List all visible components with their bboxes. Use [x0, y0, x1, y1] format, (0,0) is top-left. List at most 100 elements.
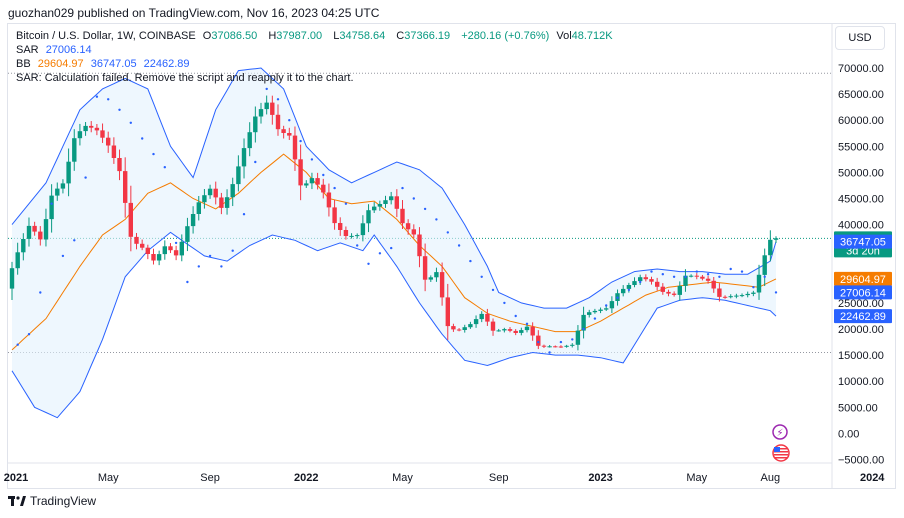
sar-value: 27006.14 — [45, 44, 92, 56]
chart-frame[interactable] — [7, 23, 896, 489]
candle-body — [89, 125, 94, 128]
sar-dot — [672, 275, 676, 278]
price-label-text: 29604.97 — [840, 274, 886, 286]
sar-dot — [605, 304, 608, 307]
sar-dot — [174, 241, 178, 245]
candle-body — [43, 219, 49, 240]
candle-body — [575, 330, 581, 345]
candle-body — [66, 161, 71, 184]
legend-low-label: L — [333, 30, 340, 42]
candle-body — [513, 330, 518, 333]
candle-body — [15, 252, 20, 269]
candle-body — [151, 254, 156, 261]
x-tick-label: 2024 — [860, 472, 885, 484]
sar-dot — [333, 186, 336, 190]
price-label-bg — [834, 285, 892, 300]
candle-body — [773, 238, 779, 240]
sar-dot — [435, 218, 438, 221]
sar-dot — [197, 265, 200, 268]
candle-body — [83, 125, 88, 132]
candle-body — [49, 195, 54, 220]
candle-body — [287, 133, 292, 136]
candle-body — [490, 321, 496, 331]
flag-stripe — [774, 451, 788, 453]
legend-close: 37366.19 — [404, 30, 451, 42]
sar-dot — [740, 270, 744, 273]
candle-body — [541, 345, 547, 347]
legend-open-label: O — [202, 30, 212, 42]
candle-body — [213, 188, 218, 198]
lightning-event-icon[interactable] — [772, 424, 788, 440]
candle-body — [422, 256, 428, 280]
x-tick-label: 2021 — [4, 472, 28, 484]
sar-dot — [152, 152, 155, 156]
legend-high: 37987.00 — [276, 30, 323, 42]
candle-body — [9, 268, 15, 289]
candle-body — [604, 308, 609, 310]
candle-body — [536, 335, 541, 346]
bb-upper-line — [11, 67, 777, 309]
x-tick-label: 2022 — [294, 472, 318, 484]
candle-body — [360, 223, 366, 236]
sar-dot — [39, 291, 42, 294]
candle-body — [485, 313, 490, 322]
sar-dot — [231, 249, 234, 252]
candle-body — [456, 329, 462, 331]
candle-body — [671, 293, 677, 295]
candle-body — [355, 235, 360, 237]
candle-body — [253, 116, 258, 133]
candle-body — [26, 225, 32, 239]
sar-dot — [593, 317, 597, 320]
sar-dot — [322, 173, 325, 177]
currency-button[interactable]: USD — [835, 26, 885, 50]
legend-high-label: H — [268, 30, 277, 42]
sar-dot — [661, 273, 664, 276]
candle-body — [281, 129, 286, 133]
legend-close-label: C — [396, 30, 405, 42]
candle-body — [123, 171, 128, 203]
candle-body — [315, 178, 320, 185]
legend-bb[interactable]: BB 29604.97 36747.05 22462.89 — [16, 58, 194, 70]
sar-dot — [129, 121, 132, 125]
sar-dot — [390, 246, 393, 250]
flag-stripe — [774, 457, 788, 459]
candle-body — [270, 102, 275, 115]
y-tick-label: 55000.00 — [838, 141, 884, 153]
candle-body — [72, 138, 77, 162]
sar-dot — [299, 139, 302, 143]
sar-dot — [650, 270, 653, 273]
bb-mid-value: 29604.97 — [37, 58, 84, 70]
sar-dot — [457, 244, 461, 247]
sar-dot — [718, 275, 721, 278]
candle-body — [626, 285, 632, 289]
legend-open: 37086.50 — [211, 30, 258, 42]
candle-body — [592, 310, 598, 313]
sar-dot — [469, 259, 472, 263]
lightning-glyph-icon: ⚡ — [776, 428, 783, 439]
candle-body — [117, 158, 122, 172]
legend-sar[interactable]: SAR 27006.14 — [16, 44, 96, 56]
bb-lower-value: 22462.89 — [143, 58, 190, 70]
y-tick-label: 20000.00 — [838, 324, 884, 336]
x-tick-label: May — [686, 472, 707, 484]
bollinger-band-fill — [12, 68, 776, 418]
candle-body — [762, 255, 767, 275]
candle-body — [434, 272, 439, 278]
tradingview-footer[interactable]: TradingView — [8, 494, 96, 508]
y-tick-label: 70000.00 — [838, 63, 884, 75]
sar-dot — [706, 273, 710, 276]
footer-brand: TradingView — [30, 494, 97, 508]
price-label-text: 22462.89 — [840, 311, 886, 323]
sar-dot — [356, 244, 359, 247]
sar-dot — [254, 160, 257, 164]
candle-body — [173, 250, 179, 256]
candle-body — [496, 330, 501, 332]
candle-body — [688, 275, 694, 277]
sar-dot — [61, 254, 65, 258]
candle-body — [372, 206, 377, 211]
candle-body — [768, 239, 773, 256]
x-tick-label: Sep — [200, 472, 220, 484]
candle-body — [55, 188, 60, 196]
tradingview-logo-icon — [8, 496, 26, 506]
